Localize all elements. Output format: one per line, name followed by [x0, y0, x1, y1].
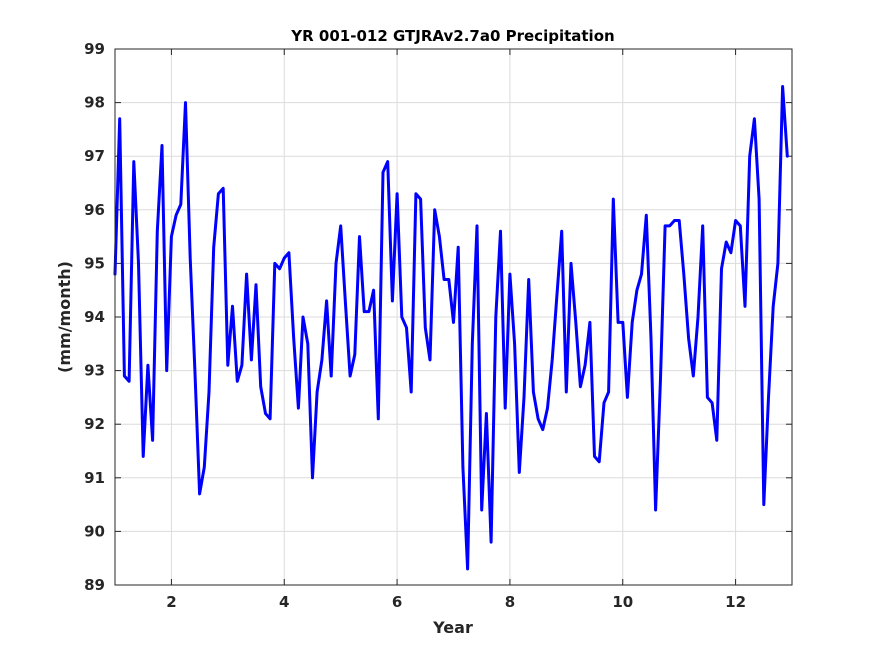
axis-ticks — [115, 48, 792, 586]
y-tick-labels: 89 90 91 92 93 94 95 96 97 98 99 — [84, 40, 105, 594]
y-tick-label: 91 — [84, 469, 105, 487]
y-tick-label: 94 — [84, 308, 105, 326]
x-tick-label: 4 — [279, 593, 289, 611]
y-tick-label: 93 — [84, 362, 105, 380]
x-tick-label: 10 — [612, 593, 633, 611]
y-tick-label: 92 — [84, 415, 105, 433]
y-tick-label: 89 — [84, 576, 105, 594]
x-axis-label: Year — [432, 618, 473, 637]
y-tick-label: 95 — [84, 254, 105, 272]
x-tick-labels: 2 4 6 8 10 12 — [166, 593, 746, 611]
y-tick-label: 99 — [84, 40, 105, 58]
y-tick-label: 96 — [84, 201, 105, 219]
y-tick-label: 97 — [84, 147, 105, 165]
axes-box — [114, 48, 793, 586]
y-tick-label: 98 — [84, 94, 105, 112]
y-axis-label: (mm/month) — [55, 261, 74, 373]
x-tick-label: 6 — [392, 593, 402, 611]
x-tick-label: 8 — [505, 593, 515, 611]
chart-title: YR 001-012 GTJRAv2.7a0 Precipitation — [290, 27, 614, 45]
x-tick-label: 12 — [725, 593, 746, 611]
y-tick-label: 90 — [84, 522, 105, 540]
precipitation-series-line — [113, 85, 789, 571]
x-tick-label: 2 — [166, 593, 176, 611]
